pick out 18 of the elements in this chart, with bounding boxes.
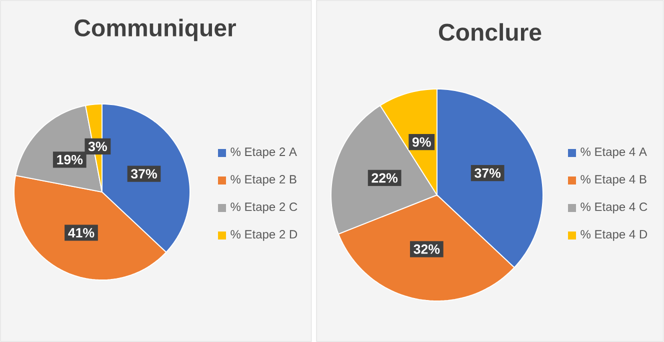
data-label: 3% <box>88 142 107 152</box>
chart-title: Communiquer <box>74 18 236 42</box>
data-label: 19% <box>57 154 83 164</box>
data-label: 37% <box>474 168 501 178</box>
legend-label: % Etape 2 A <box>230 148 297 158</box>
data-label: 32% <box>414 244 440 254</box>
legend-label: % Etape 4 A <box>580 148 647 158</box>
legend-label: % Etape 2 D <box>230 230 298 241</box>
chart-title: Conclure <box>438 23 542 41</box>
legend-label: % Etape 4 D <box>580 230 648 241</box>
data-label: 37% <box>130 169 157 179</box>
legend-label: % Etape 2 B <box>230 175 296 186</box>
legend-label: % Etape 2 C <box>230 202 298 214</box>
legend-label: % Etape 4 C <box>580 202 648 214</box>
legend-label: % Etape 4 B <box>580 175 646 186</box>
data-label: 41% <box>68 228 94 238</box>
data-label: 9% <box>412 137 431 147</box>
data-label: 22% <box>372 173 398 183</box>
